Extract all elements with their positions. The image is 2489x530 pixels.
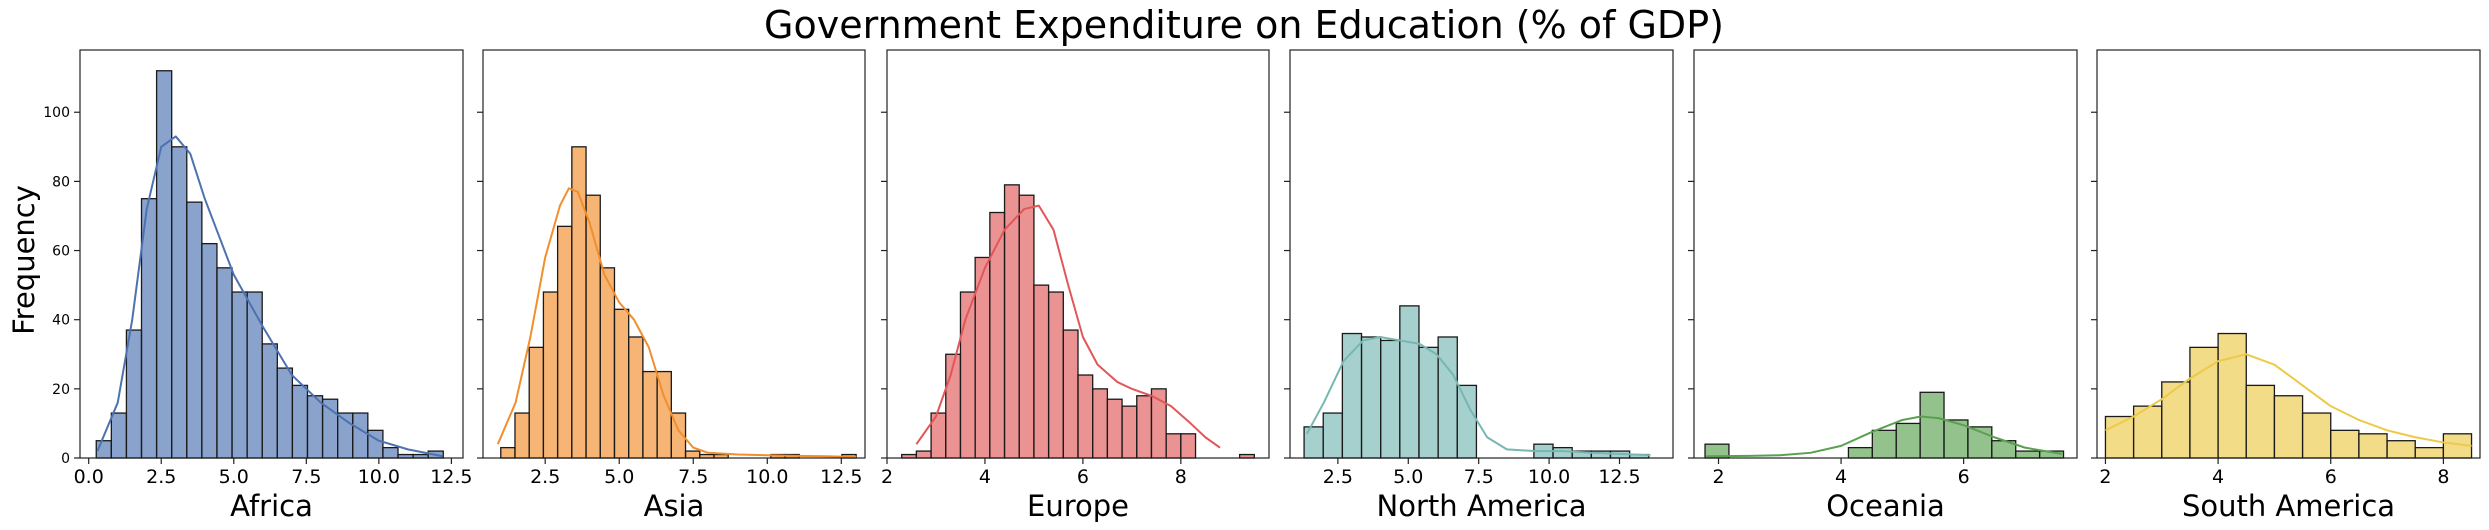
y-tick-label: 60 [52, 244, 70, 260]
x-tick-label: 8 [2437, 466, 2449, 488]
x-tick-label: 4 [1835, 466, 1847, 488]
x-tick-label: 6 [2325, 466, 2337, 488]
panel-1: 2.5 5.0 7.5 10.0 12.5 Asia [477, 49, 866, 523]
axes-frame [1289, 49, 1674, 459]
x-tick-label: 10.0 [1528, 466, 1570, 488]
y-tick-label: 20 [52, 382, 70, 398]
x-tick-label: 7.5 [291, 466, 321, 488]
x-tick-label: 10.0 [746, 466, 788, 488]
kde-line [1306, 335, 1651, 457]
axes-frame [1693, 49, 2078, 459]
x-tick-label: 6 [1077, 466, 1089, 488]
axes-frame [886, 49, 1270, 459]
x-tick-label: 2.5 [530, 466, 560, 488]
kde-line [496, 187, 857, 458]
figure-title: Government Expenditure on Education (% o… [764, 3, 1724, 47]
x-axis-label: Asia [644, 489, 705, 523]
y-tick-label: 0 [61, 451, 70, 467]
x-tick-label: 8 [1175, 466, 1187, 488]
x-axis-label: Oceania [1826, 489, 1945, 523]
x-axis-label: North America [1377, 489, 1587, 523]
x-axis-label: Europe [1027, 489, 1129, 523]
kde-line [2105, 353, 2472, 447]
x-tick-label: 10.0 [358, 466, 400, 488]
x-tick-label: 5.0 [604, 466, 634, 488]
x-tick-label: 2.5 [1323, 466, 1353, 488]
x-tick-label: 2 [881, 466, 893, 488]
x-tick-label: 4 [979, 466, 991, 488]
panel-2: 2 4 6 8 Europe [881, 49, 1270, 523]
x-tick-label: 5.0 [219, 466, 249, 488]
x-tick-label: 2.5 [146, 466, 176, 488]
x-tick-label: 4 [2212, 466, 2224, 488]
kde-line [1706, 415, 2062, 458]
axes-frame [2096, 49, 2481, 459]
panel-4: 2 4 6 Oceania [1688, 49, 2078, 523]
x-tick-label: 6 [1958, 466, 1970, 488]
x-tick-label: 0.0 [74, 466, 104, 488]
axes-frame [482, 49, 866, 459]
y-tick-label: 40 [52, 313, 70, 329]
x-tick-label: 2 [2099, 466, 2111, 488]
y-tick-label: 80 [52, 174, 70, 190]
panel-5: 2 4 6 8 South America [2091, 49, 2481, 523]
x-tick-label: 5.0 [1393, 466, 1423, 488]
kde-line [96, 135, 443, 458]
x-tick-label: 7.5 [1464, 466, 1494, 488]
panels: 0.0 2.5 5.0 7.5 10.0 12.5 0 20 40 60 80 100 Africa 2.… [43, 49, 2481, 523]
x-axis-label: Africa [230, 489, 313, 523]
x-tick-label: 12.5 [820, 466, 862, 488]
panel-3: 2.5 5.0 7.5 10.0 12.5 North America [1284, 49, 1674, 523]
y-tick-label: 100 [43, 105, 70, 121]
axes-frame [79, 49, 464, 459]
y-axis-label: Frequency [7, 185, 41, 335]
x-tick-label: 12.5 [1598, 466, 1640, 488]
x-tick-label: 2 [1712, 466, 1724, 488]
x-tick-label: 7.5 [678, 466, 708, 488]
kde-line [915, 204, 1221, 449]
panel-0: 0.0 2.5 5.0 7.5 10.0 12.5 0 20 40 60 80 100 Africa [43, 49, 473, 523]
x-tick-label: 12.5 [430, 466, 472, 488]
x-axis-label: South America [2182, 489, 2395, 523]
